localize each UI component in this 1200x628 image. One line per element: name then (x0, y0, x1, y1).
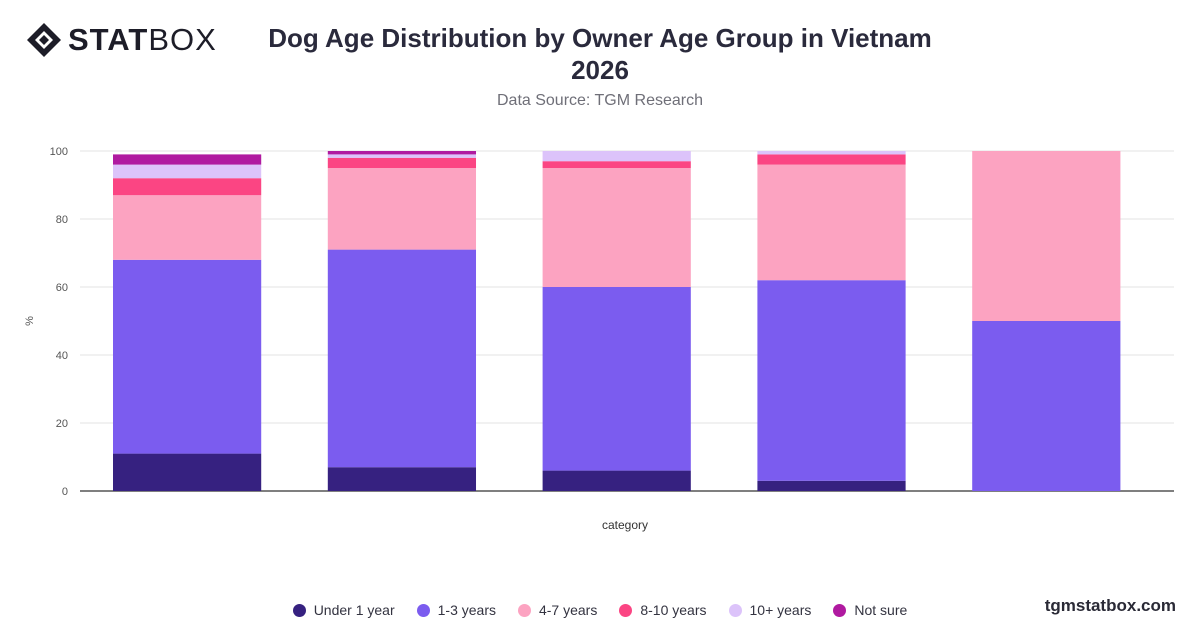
logo-wordmark: STATBOX (68, 22, 217, 58)
legend-item[interactable]: Not sure (833, 602, 907, 618)
y-tick-label: 80 (56, 214, 68, 226)
bar-segment (542, 151, 691, 162)
bar-segment (113, 195, 262, 260)
bar-segment (542, 470, 691, 491)
logo-text-light: BOX (148, 22, 217, 57)
legend-item[interactable]: 1-3 years (416, 602, 496, 618)
statbox-logo: STATBOX (26, 22, 217, 58)
legend-swatch (416, 603, 430, 617)
bar-segment (113, 178, 262, 196)
bar-segment (972, 151, 1121, 321)
bar-segment (757, 151, 906, 155)
legend-swatch (292, 603, 306, 617)
legend-item[interactable]: 4-7 years (517, 602, 598, 618)
logo-text-bold: STAT (68, 22, 149, 57)
bar-segment (327, 157, 477, 168)
legend-label: 1-3 years (437, 602, 496, 618)
legend-swatch (833, 603, 847, 617)
brand-url: tgmstatbox.com (1044, 596, 1176, 615)
bar-segment (113, 453, 262, 491)
legend-swatch (517, 603, 531, 617)
bar-segment (113, 259, 262, 454)
bar-segment (757, 164, 906, 281)
bar-segment (113, 154, 262, 165)
y-tick-label: 20 (56, 418, 68, 430)
chart-title: Dog Age Distribution by Owner Age Group … (268, 23, 932, 85)
legend-label: 8-10 years (640, 602, 707, 618)
bar-segment (327, 249, 477, 468)
legend-label: 10+ years (749, 602, 812, 618)
bar-segment (542, 168, 691, 287)
legend-label: 4-7 years (538, 602, 598, 618)
y-tick-label: 40 (56, 350, 68, 362)
y-tick-label: 0 (62, 486, 68, 498)
legend-item[interactable]: 10+ years (728, 602, 812, 618)
legend-label: Under 1 year (313, 602, 395, 618)
chart-subtitle: Data Source: TGM Research (496, 92, 703, 109)
legend-item[interactable]: Under 1 year (292, 602, 395, 618)
y-axis-label: % (24, 316, 36, 326)
y-tick-label: 100 (50, 146, 68, 158)
bar-segment (327, 168, 477, 250)
legend-item[interactable]: 8-10 years (619, 602, 707, 618)
statbox-diamond-icon (27, 23, 61, 57)
chart-legend: Under 1 year 1-3 years 4-7 years 8-10 years… (0, 602, 1200, 618)
legend-label: Not sure (854, 602, 908, 618)
bar-segment (113, 164, 262, 179)
bar-segment (757, 480, 906, 491)
bar-segment (757, 154, 906, 165)
bar-segment (327, 151, 477, 155)
x-axis-label: category (602, 518, 648, 532)
bar-segment (542, 287, 691, 471)
legend-swatch (728, 603, 742, 617)
legend-swatch (619, 603, 633, 617)
bar-segment (327, 154, 477, 158)
y-tick-label: 60 (56, 282, 68, 294)
bar-segment (327, 467, 477, 491)
bar-segment (542, 161, 691, 168)
bar-segment (757, 280, 906, 481)
bar-segment (972, 321, 1121, 491)
